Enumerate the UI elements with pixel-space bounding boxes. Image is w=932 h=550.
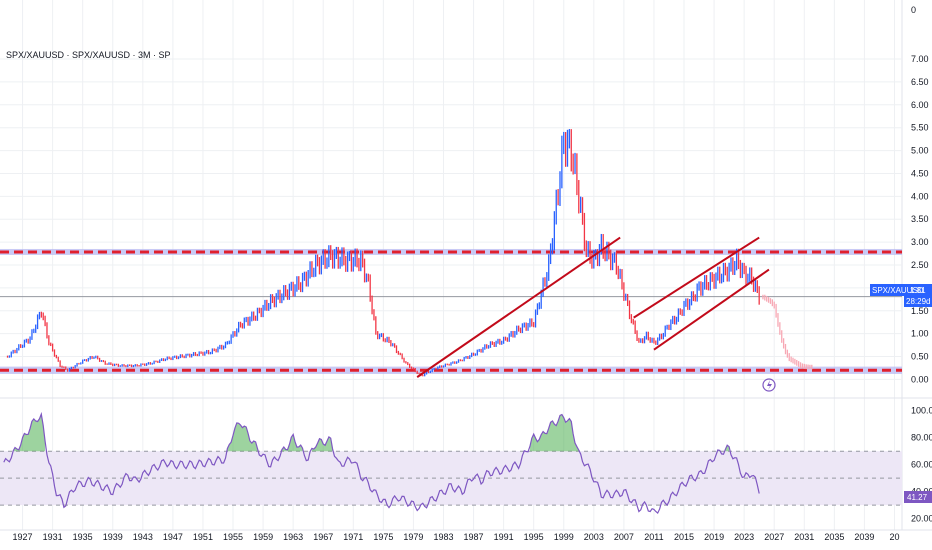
rsi-badge: 41.27 bbox=[904, 491, 932, 503]
x-tick-label: 2027 bbox=[764, 532, 784, 542]
price-badge-symbol: SPX/XAUUSD bbox=[872, 286, 924, 295]
x-tick-label: 1931 bbox=[43, 532, 63, 542]
y-tick-label: 5.50 bbox=[911, 123, 929, 133]
x-tick-label: 1955 bbox=[223, 532, 243, 542]
y-tick-label: 6.50 bbox=[911, 77, 929, 87]
rsi-line bbox=[3, 411, 760, 515]
rsi-badge-value: 41.27 bbox=[907, 493, 928, 502]
x-tick-label: 1995 bbox=[524, 532, 544, 542]
forecast-bars bbox=[762, 294, 813, 370]
y-tick-label: 4.00 bbox=[911, 191, 929, 201]
price-badge[interactable]: SPX/XAUUSD 1.81 28:29d bbox=[870, 284, 932, 307]
rsi-tick-label: 60.00 bbox=[911, 460, 932, 470]
x-tick-label: 1935 bbox=[73, 532, 93, 542]
grid-layer bbox=[0, 0, 932, 531]
chart-title: SPX/XAUUSD · SPX/XAUUSD · 3M · SP bbox=[6, 50, 171, 60]
x-tick-label: 1959 bbox=[253, 532, 273, 542]
x-tick-label: 2035 bbox=[824, 532, 844, 542]
x-tick-label: 2039 bbox=[854, 532, 874, 542]
x-tick-label: 1947 bbox=[163, 532, 183, 542]
time-axis[interactable]: 1927 1931 1935 1939 1943 1947 1951 1955 1959 1963… bbox=[13, 532, 900, 542]
x-tick-label: 1943 bbox=[133, 532, 153, 542]
x-tick-label: 20 bbox=[889, 532, 899, 542]
rsi-tick-label: 80.00 bbox=[911, 433, 932, 443]
y-tick-label: 4.50 bbox=[911, 168, 929, 178]
x-tick-label: 1971 bbox=[343, 532, 363, 542]
x-tick-label: 1987 bbox=[464, 532, 484, 542]
x-tick-label: 2011 bbox=[644, 532, 663, 542]
x-tick-label: 1991 bbox=[494, 532, 514, 542]
y-tick-label: 3.00 bbox=[911, 237, 929, 247]
trendline bbox=[653, 268, 770, 351]
x-tick-label: 1963 bbox=[283, 532, 303, 542]
x-tick-label: 1979 bbox=[403, 532, 423, 542]
lightning-icon[interactable] bbox=[762, 378, 776, 392]
y-tick-label: 1.50 bbox=[911, 306, 929, 316]
rsi-overbought-fill bbox=[281, 434, 303, 452]
price-badge-value: 1.81 bbox=[910, 286, 926, 295]
rsi-tick-label: 100.00 bbox=[911, 406, 932, 416]
y-tick-label: 1.00 bbox=[911, 329, 929, 339]
rsi-pane bbox=[0, 411, 902, 515]
x-tick-label: 1975 bbox=[373, 532, 393, 542]
x-tick-label: 1967 bbox=[313, 532, 333, 542]
x-tick-label: 2015 bbox=[674, 532, 694, 542]
x-tick-label: 1939 bbox=[103, 532, 123, 542]
x-tick-label: 2003 bbox=[584, 532, 604, 542]
x-tick-label: 2019 bbox=[704, 532, 724, 542]
x-tick-label: 2007 bbox=[614, 532, 634, 542]
y-tick-label: 5.00 bbox=[911, 146, 929, 156]
y-tick-label: 0.00 bbox=[911, 374, 929, 384]
x-tick-label: 1927 bbox=[13, 532, 33, 542]
trendline bbox=[416, 236, 621, 378]
zones-layer bbox=[0, 248, 902, 374]
price-badge-countdown: 28:29d bbox=[906, 297, 930, 306]
y-tick-label: 7.00 bbox=[911, 54, 929, 64]
x-tick-label: 1983 bbox=[433, 532, 453, 542]
trendline bbox=[633, 236, 760, 319]
trendlines[interactable] bbox=[416, 236, 770, 378]
price-bars bbox=[6, 129, 760, 377]
y-tick-label: 6.00 bbox=[911, 100, 929, 110]
x-tick-label: 1951 bbox=[193, 532, 213, 542]
rsi-overbought-fill bbox=[311, 436, 333, 452]
rsi-overbought-fill bbox=[529, 414, 579, 452]
x-tick-label: 1999 bbox=[554, 532, 574, 542]
x-tick-label: 2031 bbox=[794, 532, 814, 542]
x-tick-label: 2023 bbox=[734, 532, 754, 542]
y-tick-label: 3.50 bbox=[911, 214, 929, 224]
y-tick-label: 2.50 bbox=[911, 260, 929, 270]
y-tick-label: 0.50 bbox=[911, 352, 929, 362]
rsi-tick-label: 20.00 bbox=[911, 514, 932, 524]
top-tick-label: 0 bbox=[911, 5, 916, 15]
